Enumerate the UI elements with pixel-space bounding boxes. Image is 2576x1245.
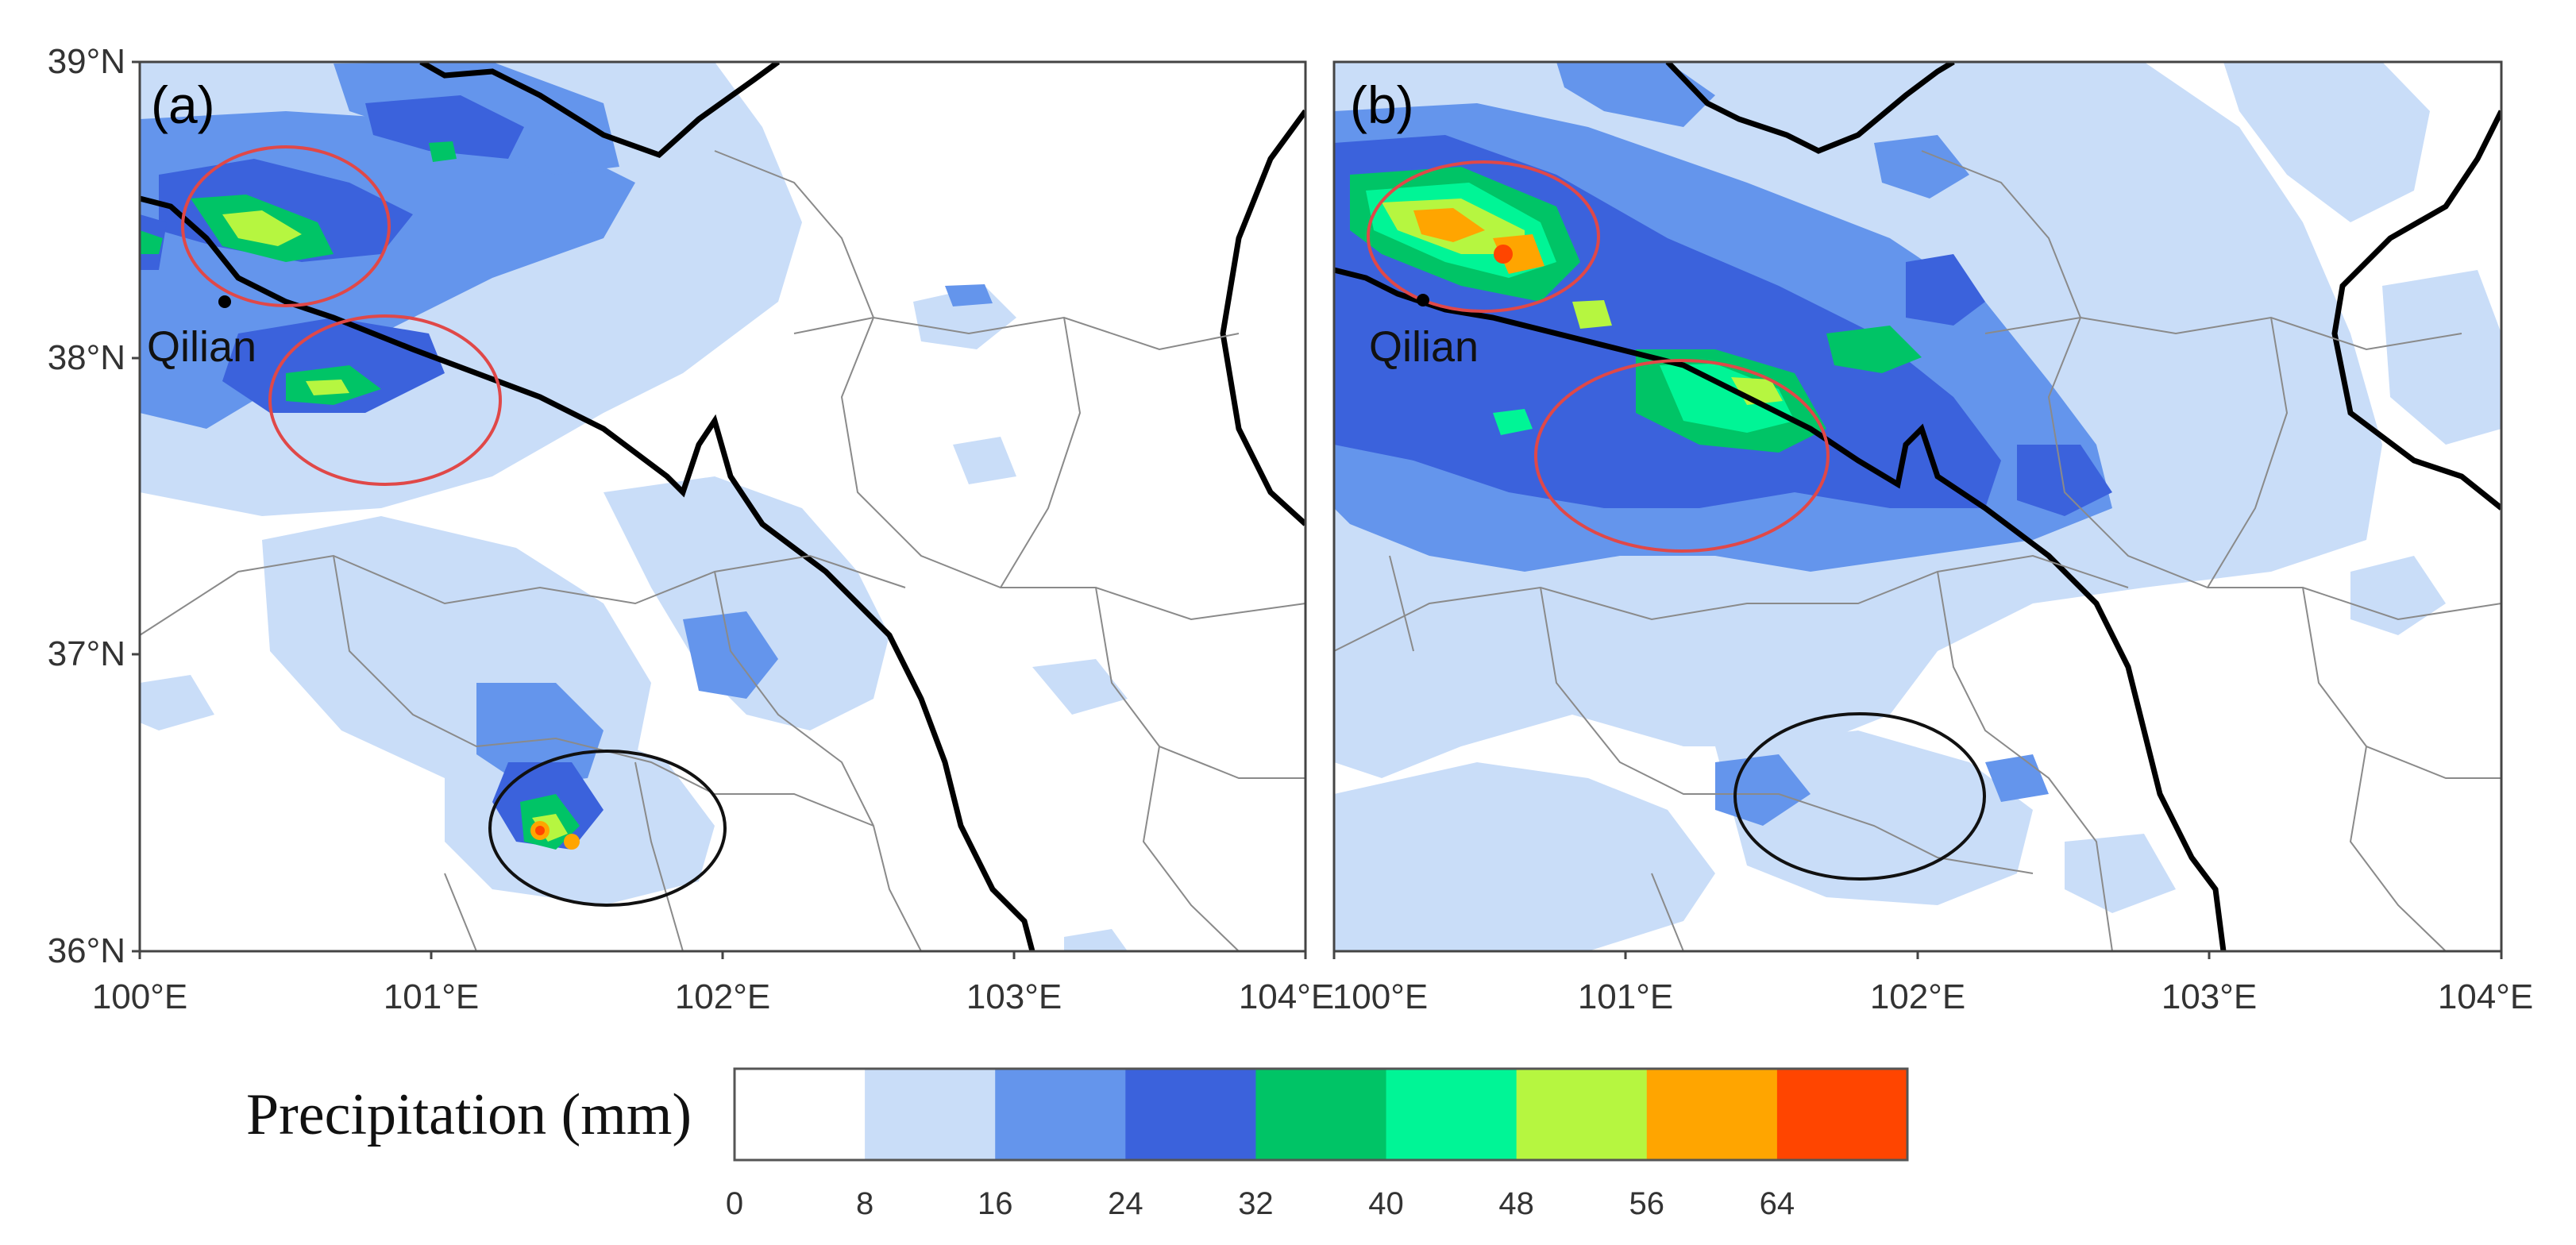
annotation-red-circle-3 xyxy=(1367,160,1600,313)
colorbar-tick-0: 0 xyxy=(726,1186,743,1221)
panel-b-precip-field: Qilian (b) xyxy=(1334,62,2501,951)
panel-a-label: (a) xyxy=(151,75,215,134)
colorbar-tick-64: 64 xyxy=(1760,1186,1795,1221)
annotation-red-circle-2 xyxy=(268,314,502,486)
colorbar-tick-48: 48 xyxy=(1498,1186,1534,1221)
colorbar-ticks: 0 8 16 24 32 40 48 56 64 xyxy=(726,1186,1795,1221)
colorbar-title: Precipitation (mm) xyxy=(246,1082,692,1147)
panel-b: Qilian (b) 100°E 101°E 102°E 103°E 104°E xyxy=(1332,60,2533,1016)
lat-label-37: 37°N xyxy=(48,634,125,673)
colorbar-bins xyxy=(733,1067,1909,1162)
annotation-red-circle-1 xyxy=(181,145,391,307)
lon-label-102-a: 102°E xyxy=(675,977,770,1016)
lon-label-103-a: 103°E xyxy=(966,977,1062,1016)
colorbar-bin-40-48 xyxy=(1386,1069,1517,1160)
colorbar-tick-56: 56 xyxy=(1629,1186,1665,1221)
qilian-marker-b xyxy=(1417,294,1429,306)
place-label-qilian-a: Qilian xyxy=(147,323,256,371)
lon-label-102-b: 102°E xyxy=(1870,977,1965,1016)
colorbar-tick-16: 16 xyxy=(978,1186,1013,1221)
panel-b-label: (b) xyxy=(1350,75,1414,134)
lon-label-101-a: 101°E xyxy=(384,977,479,1016)
lon-label-100-a: 100°E xyxy=(92,977,187,1016)
colorbar-bin-0-8 xyxy=(735,1069,866,1160)
annotation-black-circle-b xyxy=(1733,712,1986,881)
colorbar-tick-32: 32 xyxy=(1238,1186,1274,1221)
place-label-qilian-b: Qilian xyxy=(1369,323,1479,371)
annotation-black-circle xyxy=(488,750,727,907)
colorbar-tick-8: 8 xyxy=(856,1186,873,1221)
colorbar-bin-8-16 xyxy=(865,1069,996,1160)
lon-label-104-b: 104°E xyxy=(2438,977,2533,1016)
panel-a-precip-field: Qilian (a) xyxy=(140,62,1305,951)
colorbar-outline xyxy=(733,1067,1909,1162)
lat-label-36: 36°N xyxy=(48,931,125,970)
colorbar-bin-16-24 xyxy=(995,1069,1126,1160)
colorbar-bin-24-32 xyxy=(1125,1069,1256,1160)
lon-label-100-b: 100°E xyxy=(1332,977,1428,1016)
colorbar-bin-56-64 xyxy=(1646,1069,1778,1160)
qilian-marker-a xyxy=(218,295,231,308)
lon-label-101-b: 101°E xyxy=(1578,977,1673,1016)
lon-label-103-b: 103°E xyxy=(2161,977,2257,1016)
lon-label-104-a: 104°E xyxy=(1239,977,1334,1016)
lat-label-38: 38°N xyxy=(48,338,125,377)
colorbar-tick-40: 40 xyxy=(1368,1186,1404,1221)
annotation-red-circle-4 xyxy=(1534,359,1830,553)
colorbar-bin-32-40 xyxy=(1255,1069,1387,1160)
colorbar-bin-48-56 xyxy=(1516,1069,1648,1160)
lat-label-39: 39°N xyxy=(48,42,125,81)
colorbar: Precipitation (mm) 0 8 16 24 32 40 48 56 64 xyxy=(246,1067,1909,1221)
colorbar-bin-64-72 xyxy=(1776,1069,1908,1160)
colorbar-tick-24: 24 xyxy=(1108,1186,1143,1221)
panel-a: Qilian (a) 39°N 38°N 37°N 36°N 100°E 101… xyxy=(48,42,1334,1016)
